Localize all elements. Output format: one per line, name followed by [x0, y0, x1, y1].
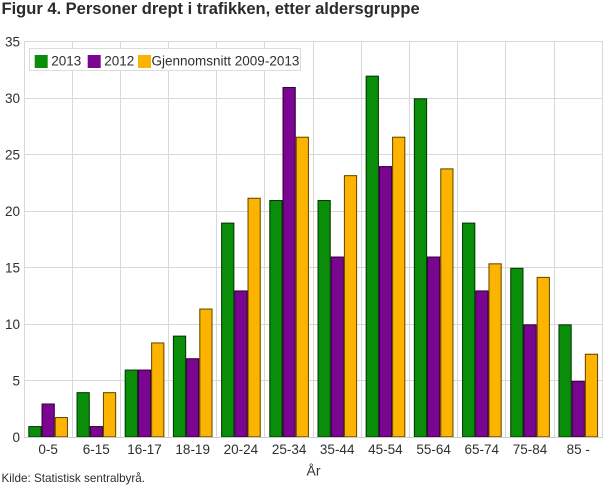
- svg-text:45-54: 45-54: [368, 442, 403, 457]
- svg-text:35: 35: [5, 35, 20, 50]
- svg-text:Kilde: Statistisk sentralbyrå.: Kilde: Statistisk sentralbyrå.: [2, 472, 146, 485]
- svg-text:0: 0: [12, 430, 20, 445]
- svg-text:55-64: 55-64: [416, 442, 451, 457]
- svg-text:Gjennomsnitt 2009-2013: Gjennomsnitt 2009-2013: [152, 53, 300, 68]
- svg-text:15: 15: [5, 261, 20, 276]
- svg-text:År: År: [307, 463, 321, 479]
- svg-text:25-34: 25-34: [272, 442, 307, 457]
- svg-text:20-24: 20-24: [224, 442, 259, 457]
- svg-text:65-74: 65-74: [465, 442, 500, 457]
- svg-text:2012: 2012: [104, 53, 134, 68]
- svg-text:6-15: 6-15: [83, 442, 110, 457]
- svg-text:2013: 2013: [51, 53, 81, 68]
- svg-text:16-17: 16-17: [127, 442, 162, 457]
- svg-text:10: 10: [5, 317, 20, 332]
- svg-text:75-84: 75-84: [513, 442, 548, 457]
- svg-text:18-19: 18-19: [175, 442, 210, 457]
- svg-text:35-44: 35-44: [320, 442, 355, 457]
- svg-text:Figur 4. Personer drept i traf: Figur 4. Personer drept i trafikken, ett…: [2, 0, 420, 18]
- svg-text:25: 25: [5, 148, 20, 163]
- svg-text:5: 5: [12, 374, 20, 389]
- svg-text:0-5: 0-5: [38, 442, 58, 457]
- svg-text:30: 30: [5, 91, 20, 106]
- svg-text:85 -: 85 -: [567, 442, 590, 457]
- svg-text:20: 20: [5, 204, 20, 219]
